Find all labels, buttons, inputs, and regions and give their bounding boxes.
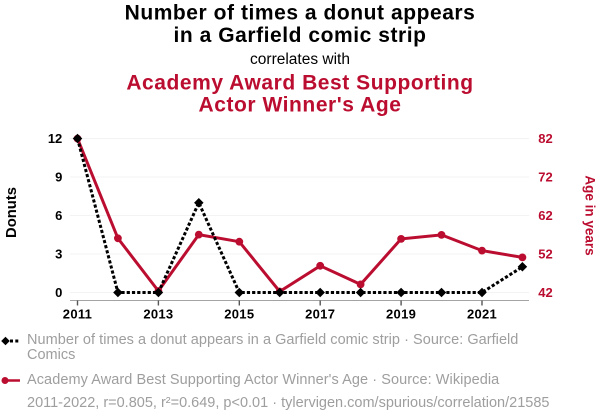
svg-text:2011: 2011	[63, 307, 92, 322]
svg-text:Age in years: Age in years	[583, 175, 598, 255]
svg-text:3: 3	[55, 246, 62, 261]
svg-text:2011-2022, r=0.805, r²=0.649,: 2011-2022, r=0.805, r²=0.649, p<0.01 · t…	[27, 395, 549, 411]
svg-text:9: 9	[55, 169, 62, 184]
svg-text:52: 52	[538, 247, 552, 262]
svg-text:12: 12	[48, 131, 62, 146]
svg-text:Number of times a donut appear: Number of times a donut appears	[125, 1, 476, 24]
svg-text:82: 82	[538, 131, 552, 146]
svg-text:in a Garfield comic strip: in a Garfield comic strip	[174, 24, 427, 47]
svg-text:72: 72	[538, 170, 552, 185]
svg-text:Comics: Comics	[27, 347, 75, 363]
svg-text:2015: 2015	[224, 307, 254, 322]
svg-text:correlates with: correlates with	[250, 51, 350, 68]
svg-text:42: 42	[538, 285, 552, 300]
svg-text:62: 62	[538, 208, 552, 223]
svg-text:Donuts: Donuts	[4, 187, 20, 238]
svg-text:Actor Winner's Age: Actor Winner's Age	[199, 94, 402, 117]
svg-text:6: 6	[55, 208, 62, 223]
svg-text:0: 0	[55, 285, 62, 300]
svg-text:2017: 2017	[305, 307, 335, 322]
svg-text:2021: 2021	[467, 307, 497, 322]
svg-text:2013: 2013	[143, 307, 173, 322]
svg-text:Academy Award Best Supporting: Academy Award Best Supporting Actor Winn…	[27, 372, 500, 388]
svg-text:2019: 2019	[386, 307, 416, 322]
svg-text:Number of times a donut appear: Number of times a donut appears in a Gar…	[27, 332, 518, 348]
svg-text:Academy Award Best Supporting: Academy Award Best Supporting	[126, 71, 473, 94]
